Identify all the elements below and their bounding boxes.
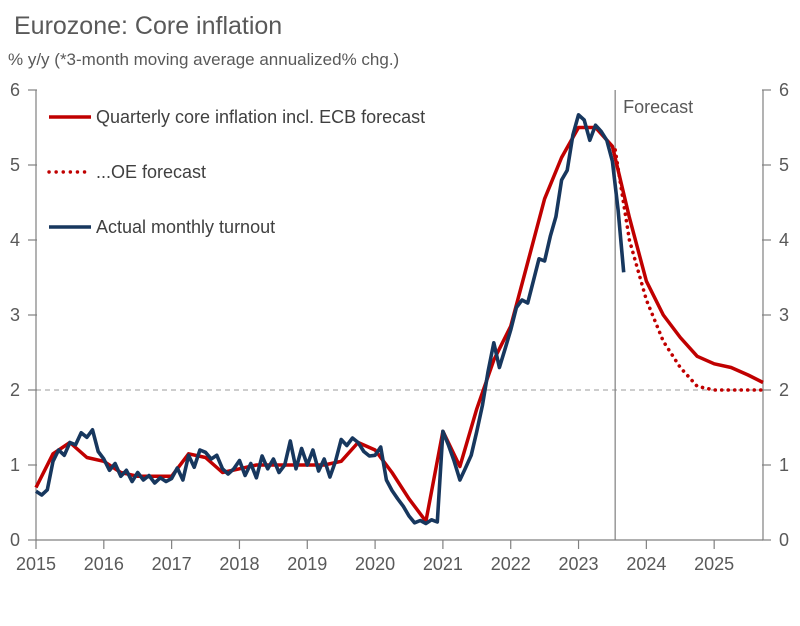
axis-ticks-and-labels: 0 0 1 1 2 2 3 3 4 4 5 5 6 6 2015 2016 2017 2018 2019 2020 20… <box>10 80 789 574</box>
y-tick-label-left: 1 <box>10 455 20 475</box>
x-tick-label: 2024 <box>626 554 666 574</box>
series-line-1 <box>613 148 765 392</box>
x-tick-label: 2019 <box>287 554 327 574</box>
y-tick-label-right: 3 <box>779 305 789 325</box>
legend-label: ...OE forecast <box>96 161 207 182</box>
y-tick-label-right: 2 <box>779 380 789 400</box>
legend-label: Quarterly core inflation incl. ECB forec… <box>96 106 426 127</box>
data-series <box>34 113 765 526</box>
y-tick-label-left: 6 <box>10 80 20 100</box>
forecast-label: Forecast <box>623 97 693 117</box>
legend-swatch-line-icon <box>49 115 91 119</box>
legend-item-0: Quarterly core inflation incl. ECB forec… <box>46 104 425 130</box>
x-tick-label: 2023 <box>559 554 599 574</box>
y-tick-label-left: 4 <box>10 230 20 250</box>
chart-legend: Quarterly core inflation incl. ECB forec… <box>46 104 425 269</box>
x-tick-label: 2021 <box>423 554 463 574</box>
legend-item-2: Actual monthly turnout <box>46 214 425 240</box>
legend-swatch-line-icon <box>49 225 91 229</box>
x-tick-label: 2018 <box>219 554 259 574</box>
y-tick-label-left: 5 <box>10 155 20 175</box>
y-tick-label-right: 5 <box>779 155 789 175</box>
y-tick-label-left: 2 <box>10 380 20 400</box>
y-tick-label-right: 0 <box>779 530 789 550</box>
x-tick-label: 2022 <box>491 554 531 574</box>
x-tick-label: 2025 <box>694 554 734 574</box>
legend-item-1: ...OE forecast <box>46 159 425 185</box>
chart-subtitle: % y/y (*3-month moving average annualize… <box>8 50 400 69</box>
y-tick-label-right: 1 <box>779 455 789 475</box>
x-tick-label: 2016 <box>84 554 124 574</box>
series-line-2 <box>35 113 626 526</box>
y-tick-label-right: 4 <box>779 230 789 250</box>
legend-label: Actual monthly turnout <box>96 216 276 237</box>
legend-swatch-dotted-line-icon <box>47 170 93 174</box>
y-tick-label-left: 3 <box>10 305 20 325</box>
x-tick-label: 2015 <box>16 554 56 574</box>
y-tick-label-left: 0 <box>10 530 20 550</box>
chart-title: Eurozone: Core inflation <box>14 12 283 40</box>
x-tick-label: 2020 <box>355 554 395 574</box>
x-tick-label: 2017 <box>152 554 192 574</box>
series-line-0 <box>34 125 764 524</box>
y-tick-label-right: 6 <box>779 80 789 100</box>
annotations: Forecast <box>623 97 693 117</box>
